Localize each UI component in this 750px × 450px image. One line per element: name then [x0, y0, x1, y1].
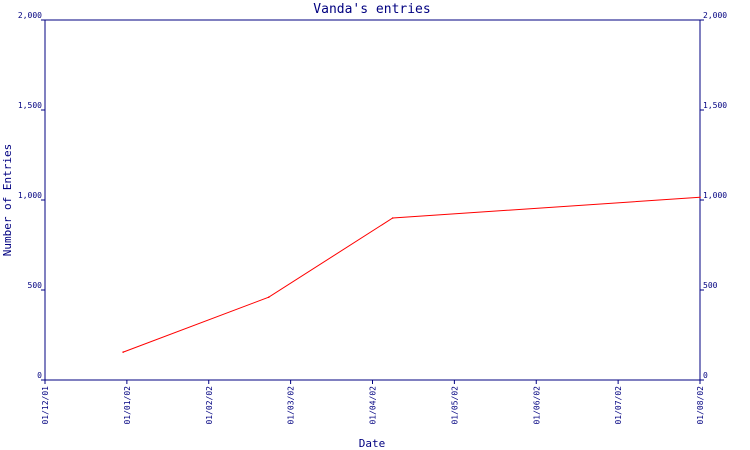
- y-tick-label-left: 1,500: [18, 101, 42, 110]
- y-tick-label-right: 0: [703, 371, 708, 380]
- x-tick-label: 01/01/02: [123, 386, 132, 425]
- x-tick-label: 01/03/02: [287, 386, 296, 425]
- y-tick-label-left: 500: [28, 281, 43, 290]
- data-point: [267, 296, 270, 299]
- y-tick-label-right: 1,000: [703, 191, 727, 200]
- y-tick-label-left: 2,000: [18, 11, 42, 20]
- y-tick-label-right: 1,500: [703, 101, 727, 110]
- x-tick-label: 01/02/02: [205, 386, 214, 425]
- x-axis-title: Date: [359, 437, 386, 450]
- plot-area: [44, 19, 701, 381]
- y-tick-label-left: 0: [37, 371, 42, 380]
- x-tick-label: 01/05/02: [450, 386, 459, 425]
- x-tick-label: 01/07/02: [614, 386, 623, 425]
- series-group: [122, 196, 701, 353]
- series-line: [123, 196, 701, 353]
- data-point: [391, 217, 394, 219]
- data-point: [699, 196, 701, 199]
- data-point: [122, 351, 124, 353]
- y-tick-label-left: 1,000: [18, 191, 42, 200]
- y-axis-right: 0 500 1,000 1,500 2,000: [700, 11, 727, 381]
- chart-title: Vanda's entries: [313, 2, 430, 17]
- x-tick-label: 01/12/01: [41, 386, 50, 425]
- x-tick-label: 01/06/02: [532, 386, 541, 425]
- y-tick-label-right: 2,000: [703, 11, 727, 20]
- y-axis-title: Number of Entries: [1, 144, 14, 257]
- y-tick-label-right: 500: [703, 281, 718, 290]
- x-axis: 01/12/01 01/01/02 01/02/02 01/03/02 01/04/02…: [41, 380, 705, 425]
- y-axis-left: 0 500 1,000 1,500 2,000: [18, 11, 45, 381]
- x-tick-label: 01/04/02: [369, 386, 378, 425]
- x-tick-label: 01/08/02: [696, 386, 705, 425]
